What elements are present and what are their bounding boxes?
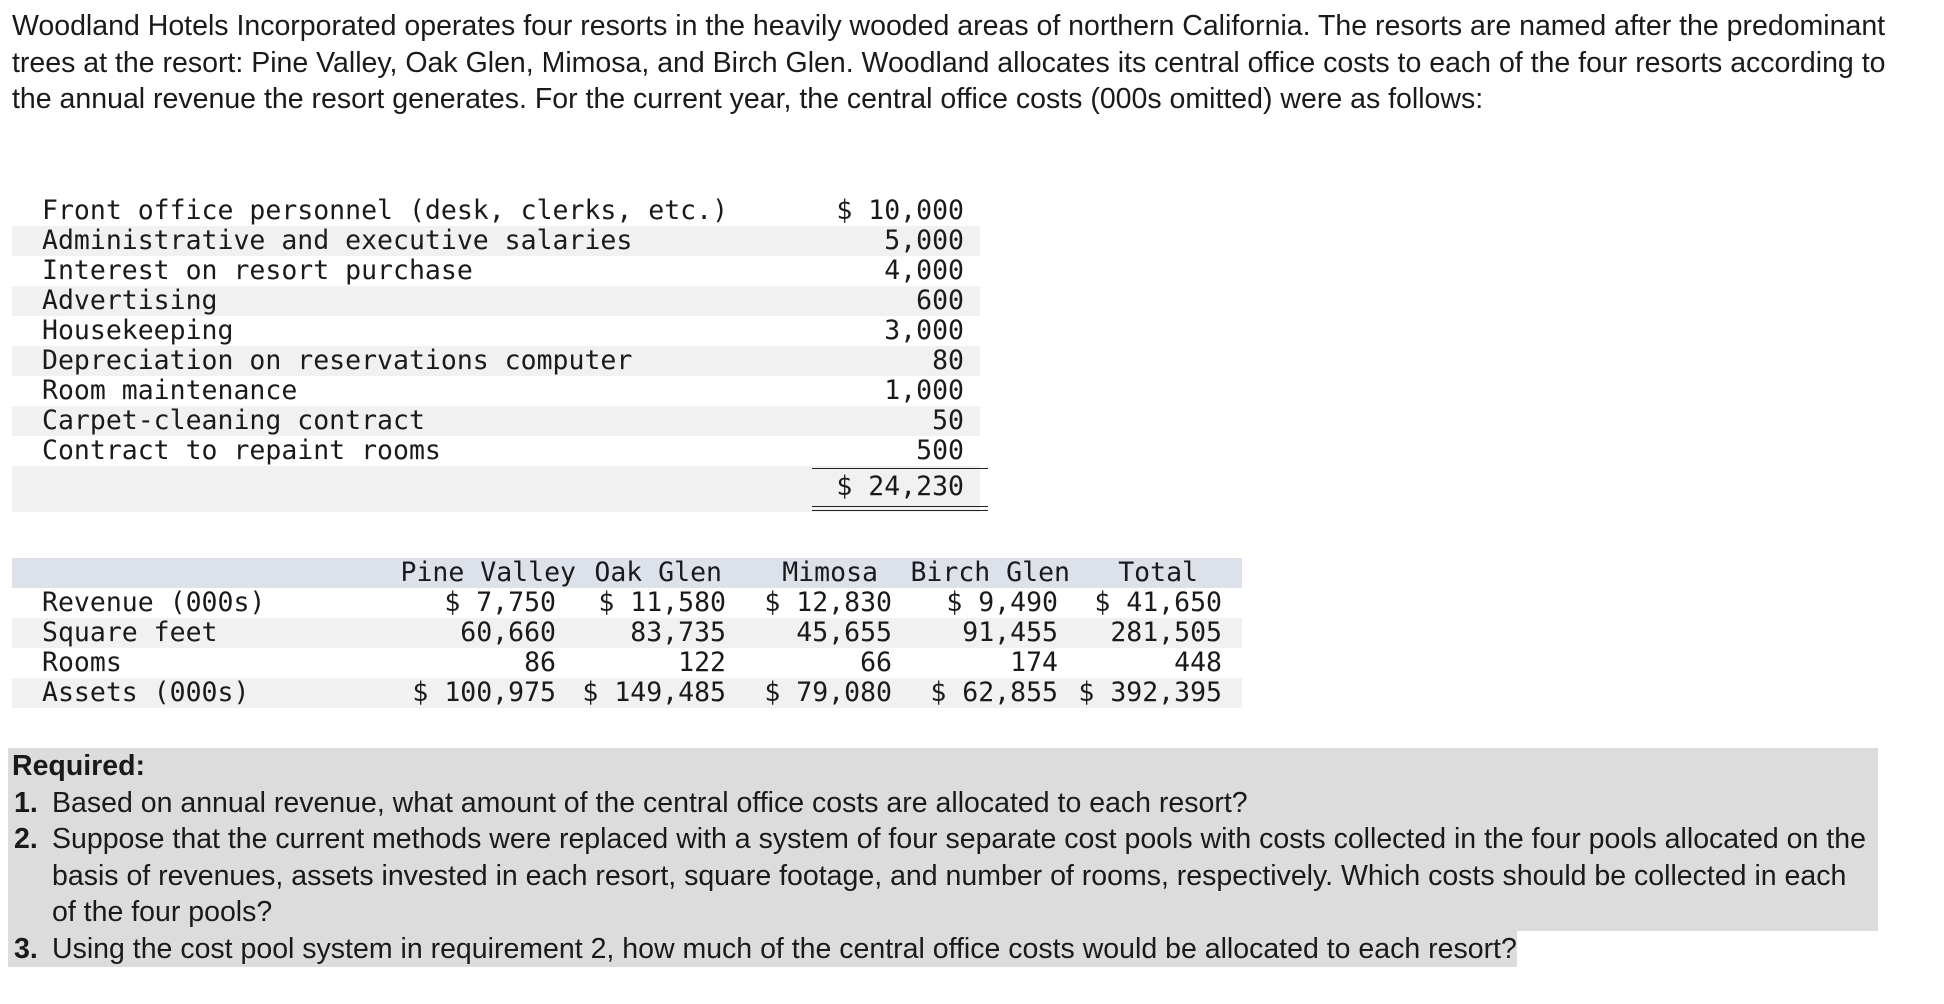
table-row: Assets (000s) $ 100,975 $ 149,485 $ 79,0… — [12, 678, 1242, 708]
table-cell: $ 100,975 — [412, 677, 556, 708]
table-cell: 45,655 — [796, 617, 892, 648]
cost-amount: 600 — [916, 285, 964, 316]
cost-row: Contract to repaint rooms 500 — [12, 436, 980, 466]
table-cell: $ 62,855 — [930, 677, 1058, 708]
required-title: Required: — [12, 750, 146, 782]
double-rule — [812, 506, 988, 511]
table-cell: 448 — [1174, 647, 1222, 678]
table-cell: 60,660 — [460, 617, 556, 648]
row-label: Square feet — [42, 617, 218, 648]
requirement-number: 2. — [14, 823, 38, 855]
requirement-last-highlight: 3. Using the cost pool system in require… — [8, 930, 1517, 968]
column-header: Total — [1118, 557, 1198, 588]
cost-label: Administrative and executive salaries — [42, 225, 633, 256]
cost-row: Carpet-cleaning contract 50 — [12, 406, 980, 436]
cost-amount: 500 — [916, 435, 964, 466]
column-header: Birch Glen — [910, 557, 1070, 588]
requirement-number: 3. — [14, 932, 38, 965]
table-cell: $ 12,830 — [764, 587, 892, 618]
table-cell: 174 — [1010, 647, 1058, 678]
required-section: Required: 1. Based on annual revenue, wh… — [8, 748, 1878, 967]
cost-total-row: $ 24,230 — [12, 466, 988, 512]
table-cell: 281,505 — [1110, 617, 1222, 648]
table-row: Revenue (000s) $ 7,750 $ 11,580 $ 12,830… — [12, 588, 1242, 618]
cost-total: $ 24,230 — [836, 471, 964, 502]
row-label: Rooms — [42, 647, 122, 678]
table-cell: 91,455 — [962, 617, 1058, 648]
requirement-text: Suppose that the current methods were re… — [52, 823, 1866, 928]
table-cell: 66 — [860, 647, 892, 678]
cost-label: Contract to repaint rooms — [42, 435, 441, 466]
table-cell: 122 — [678, 647, 726, 678]
cost-label: Front office personnel (desk, clerks, et… — [42, 195, 729, 226]
cost-amount: 80 — [932, 345, 964, 376]
table-row: Rooms 86 122 66 174 448 — [12, 648, 1242, 678]
requirement-item: 2. Suppose that the current methods were… — [8, 821, 1878, 931]
cost-amount: 50 — [932, 405, 964, 436]
cost-row: Housekeeping 3,000 — [12, 316, 980, 346]
requirement-item: 1. Based on annual revenue, what amount … — [8, 785, 1878, 822]
column-header: Oak Glen — [594, 557, 722, 588]
problem-intro: Woodland Hotels Incorporated operates fo… — [12, 10, 1886, 115]
table-cell: $ 392,395 — [1078, 677, 1222, 708]
cost-amount: 1,000 — [884, 375, 964, 406]
cost-label: Interest on resort purchase — [42, 255, 473, 286]
row-label: Revenue (000s) — [42, 587, 266, 618]
cost-amount: $ 10,000 — [836, 195, 964, 226]
required-highlight: Required: 1. Based on annual revenue, wh… — [8, 748, 1878, 931]
cost-amount: 4,000 — [884, 255, 964, 286]
cost-row: Front office personnel (desk, clerks, et… — [12, 196, 980, 226]
cost-row: Room maintenance 1,000 — [12, 376, 980, 406]
table-row: Square feet 60,660 83,735 45,655 91,455 … — [12, 618, 1242, 648]
cost-amount: 5,000 — [884, 225, 964, 256]
cost-label: Room maintenance — [42, 375, 298, 406]
requirement-text: Using the cost pool system in requiremen… — [52, 932, 1517, 965]
table-cell: $ 11,580 — [598, 587, 726, 618]
cost-row: Administrative and executive salaries 5,… — [12, 226, 980, 256]
table-cell: $ 149,485 — [582, 677, 726, 708]
sum-rule — [812, 468, 988, 469]
cost-row: Depreciation on reservations computer 80 — [12, 346, 980, 376]
requirement-item: 3. Using the cost pool system in require… — [8, 931, 1517, 968]
central-office-costs-table: Front office personnel (desk, clerks, et… — [12, 196, 988, 512]
cost-label: Carpet-cleaning contract — [42, 405, 425, 436]
column-header: Pine Valley — [400, 557, 577, 588]
cost-label: Depreciation on reservations computer — [42, 345, 633, 376]
table-cell: 86 — [524, 647, 556, 678]
table-cell: $ 79,080 — [764, 677, 892, 708]
cost-amount: 3,000 — [884, 315, 964, 346]
table-cell: $ 9,490 — [946, 587, 1058, 618]
cost-row: Advertising 600 — [12, 286, 980, 316]
resort-data-table: Pine Valley Oak Glen Mimosa Birch Glen T… — [12, 558, 1242, 708]
table-cell: $ 41,650 — [1094, 587, 1222, 618]
row-label: Assets (000s) — [42, 677, 250, 708]
table-cell: $ 7,750 — [444, 587, 556, 618]
cost-label: Housekeeping — [42, 315, 234, 346]
requirement-number: 1. — [14, 786, 38, 819]
table-cell: 83,735 — [630, 617, 726, 648]
requirement-text: Based on annual revenue, what amount of … — [52, 786, 1248, 819]
table-header-row: Pine Valley Oak Glen Mimosa Birch Glen T… — [12, 558, 1242, 588]
column-header: Mimosa — [782, 557, 878, 588]
cost-label: Advertising — [42, 285, 218, 316]
cost-row: Interest on resort purchase 4,000 — [12, 256, 980, 286]
